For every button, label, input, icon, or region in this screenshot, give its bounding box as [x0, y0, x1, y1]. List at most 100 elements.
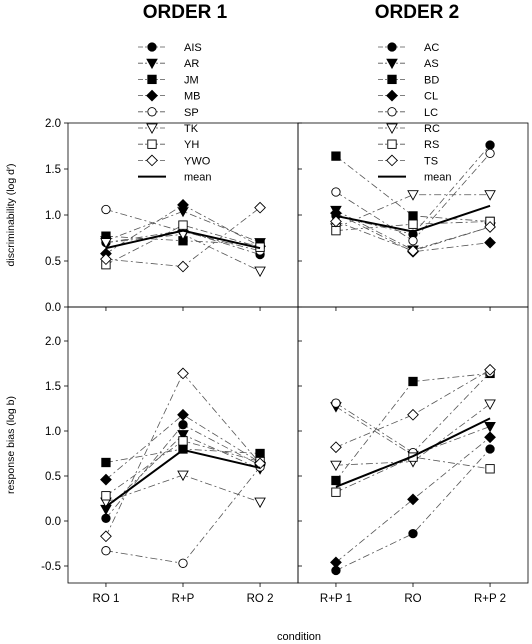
series-line-ts [335, 221, 491, 252]
data-point-ywo [177, 367, 189, 380]
legend-marker-rs [387, 139, 397, 149]
data-point-ac [485, 140, 495, 150]
data-point-ts [330, 441, 342, 454]
y-tick-label: 1.0 [45, 426, 61, 438]
y-tick-label: 1.5 [45, 164, 61, 176]
data-point-mb [100, 473, 112, 486]
data-point-tk [254, 497, 266, 509]
series-line-cl [335, 436, 491, 563]
series-line-sp [105, 466, 261, 564]
legend-label-jm: JM [184, 74, 199, 86]
panel-top-left: 0.0 0.5 1.0 1.5 2.0 discriminability (log d′)… [5, 42, 299, 314]
data-point-lc [485, 148, 495, 159]
data-point-rc [484, 399, 496, 410]
y-tick-label: 1.0 [45, 210, 61, 222]
legend-label-ar: AR [184, 58, 199, 70]
legend-marker-tk [146, 123, 158, 134]
data-point-bd [331, 151, 341, 161]
data-point-rc [330, 460, 342, 472]
data-point-mb [177, 198, 189, 211]
data-point-ywo [254, 457, 266, 470]
legend-marker-cl [386, 89, 398, 102]
x-tick-label: R+P 2 [474, 593, 506, 605]
data-point-ts [407, 408, 419, 421]
legend-label-yh: YH [184, 139, 199, 151]
legend-marker-ais [147, 42, 157, 52]
legend-top-left: AIS AR JM MB SP TK YH YWO mean [138, 42, 212, 184]
legend-marker-ts [386, 154, 398, 167]
y-tick-label: 1.5 [45, 381, 61, 393]
legend-label-mb: MB [184, 91, 201, 103]
x-tick-label: RO 2 [247, 593, 274, 605]
legend-marker-jm [147, 74, 157, 85]
series-line-mean [335, 204, 491, 233]
data-point-yh [178, 436, 188, 446]
data-point-jm [101, 457, 111, 468]
data-point-lc [408, 236, 418, 246]
data-point-sp [101, 546, 111, 556]
data-point-ar [177, 430, 189, 441]
y-tick-label: 0.0 [45, 302, 61, 314]
series-line-ar [105, 210, 261, 243]
series-line-ywo [105, 372, 261, 537]
data-point-ais [178, 420, 188, 430]
y-axis-label-top-left: discriminability (log d′) [5, 164, 17, 267]
order-1-title: ORDER 1 [142, 2, 228, 23]
legend-label-ywo: YWO [184, 155, 211, 167]
data-point-ywo [100, 530, 112, 543]
legend-label-rs: RS [424, 139, 439, 151]
data-point-lc [331, 398, 341, 408]
legend-marker-sp [147, 107, 157, 117]
x-tick-label: RO 1 [93, 593, 120, 605]
data-point-rs [331, 487, 341, 497]
data-point-ts [484, 363, 496, 376]
data-point-bd [331, 475, 341, 486]
series-line-mean [105, 229, 261, 250]
y-tick-label: 0.0 [45, 516, 61, 528]
data-point-tk [254, 266, 266, 278]
data-point-sp [178, 558, 188, 568]
data-point-rc [407, 190, 419, 201]
legend-label-mean: mean [184, 172, 212, 184]
legend-label-bd: BD [424, 74, 439, 86]
legend-label-cl: CL [424, 91, 438, 103]
data-point-tk [100, 238, 112, 249]
legend-marker-ar [146, 58, 158, 70]
panel-top-right: AC AS BD CL LC RC RS TS mean [297, 42, 529, 311]
data-point-as [484, 422, 496, 433]
data-point-cl [484, 236, 496, 249]
legend-marker-rc [386, 123, 398, 134]
legend-label-sp: SP [184, 107, 199, 119]
series-line-bd [335, 155, 491, 222]
data-point-cl [330, 556, 342, 569]
data-point-rs [408, 219, 418, 229]
panels-group: 0.0 0.5 1.0 1.5 2.0 discriminability (log d′)… [5, 42, 529, 605]
legend-label-rc: RC [424, 123, 440, 135]
order-2-title: ORDER 2 [374, 2, 460, 23]
data-point-tk [177, 470, 189, 482]
data-point-cl [407, 493, 419, 506]
data-point-ts [484, 221, 496, 233]
y-tick-label: 2.0 [45, 336, 61, 348]
data-point-ais [101, 513, 111, 523]
legend-top-right: AC AS BD CL LC RC RS TS mean [378, 42, 452, 184]
data-point-bd [408, 211, 418, 221]
x-tick-label: R+P [172, 593, 195, 605]
series-line-mean [335, 417, 491, 488]
data-point-ywo [254, 201, 266, 214]
legend-label-lc: LC [424, 107, 438, 119]
legend-marker-lc [387, 107, 397, 117]
data-point-ywo [100, 253, 112, 266]
y-tick-label: 0.5 [45, 256, 61, 268]
y-tick-label: 0.5 [45, 471, 61, 483]
x-tick-label: R+P 1 [320, 593, 352, 605]
data-point-yh [178, 220, 188, 230]
data-point-cl [484, 431, 496, 444]
legend-marker-yh [147, 139, 157, 149]
legend-marker-mb [146, 89, 158, 102]
data-point-ts [330, 215, 342, 228]
legend-label-ts: TS [424, 155, 438, 167]
legend-label-ais: AIS [184, 42, 202, 54]
data-point-ac [485, 444, 495, 454]
